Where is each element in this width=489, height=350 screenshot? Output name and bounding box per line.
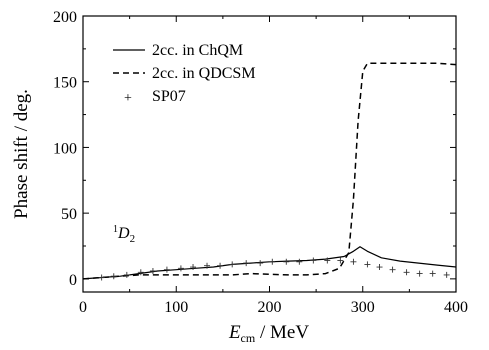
sp07-marker — [364, 261, 371, 268]
sp07-marker — [376, 264, 383, 271]
axis-ticks: 0 100 200 300 400 0 50 100 150 200 — [53, 9, 468, 316]
sp07-marker — [190, 264, 197, 271]
sp07-marker — [123, 271, 130, 278]
legend-marker-sp07: + — [124, 91, 132, 106]
sp07-marker — [257, 260, 264, 267]
legend-label-sp07: SP07 — [152, 88, 186, 105]
y-tick-label: 0 — [69, 272, 77, 289]
sp07-marker — [229, 261, 236, 268]
legend-label-qdcsm: 2cc. in QDCSM — [152, 65, 256, 82]
sp07-marker — [204, 262, 211, 269]
partial-wave-annotation: 1D2 — [113, 224, 135, 245]
sp07-marker — [163, 266, 170, 273]
legend-label-chqm: 2cc. in ChQM — [152, 42, 243, 59]
sp07-marker — [443, 271, 450, 278]
x-tick-label: 300 — [351, 299, 375, 316]
x-axis-label: Ecm / MeV — [228, 322, 309, 345]
sp07-marker — [350, 258, 357, 265]
sp07-marker — [149, 267, 156, 274]
x-tick-label: 400 — [444, 299, 468, 316]
sp07-marker — [283, 258, 290, 265]
y-tick-label: 200 — [53, 9, 77, 26]
sp07-marker — [98, 274, 105, 281]
sp07-marker — [403, 269, 410, 276]
plot-frame — [82, 15, 457, 293]
sp07-marker — [310, 257, 317, 264]
sp07-marker — [137, 269, 144, 276]
y-tick-label: 50 — [61, 206, 77, 223]
sp07-marker — [110, 273, 117, 280]
sp07-marker — [177, 265, 184, 272]
series-line-chqm — [82, 246, 457, 280]
series-group — [82, 62, 457, 281]
series-line-qdcsm — [82, 62, 457, 280]
sp07-marker — [389, 266, 396, 273]
sp07-marker — [243, 260, 250, 267]
x-tick-label: 0 — [79, 299, 87, 316]
y-tick-label: 100 — [53, 140, 77, 157]
sp07-marker — [269, 258, 276, 265]
sp07-marker — [296, 258, 303, 265]
legend: 2cc. in ChQM 2cc. in QDCSM + SP07 — [113, 42, 256, 106]
sp07-marker — [324, 257, 331, 264]
sp07-marker — [337, 257, 344, 264]
y-tick-label: 150 — [53, 75, 77, 92]
sp07-marker — [429, 270, 436, 277]
x-tick-label: 100 — [164, 299, 188, 316]
sp07-marker — [416, 270, 423, 277]
sp07-marker — [217, 262, 224, 269]
x-tick-label: 200 — [258, 299, 282, 316]
y-axis-label: Phase shift / deg. — [11, 89, 32, 219]
